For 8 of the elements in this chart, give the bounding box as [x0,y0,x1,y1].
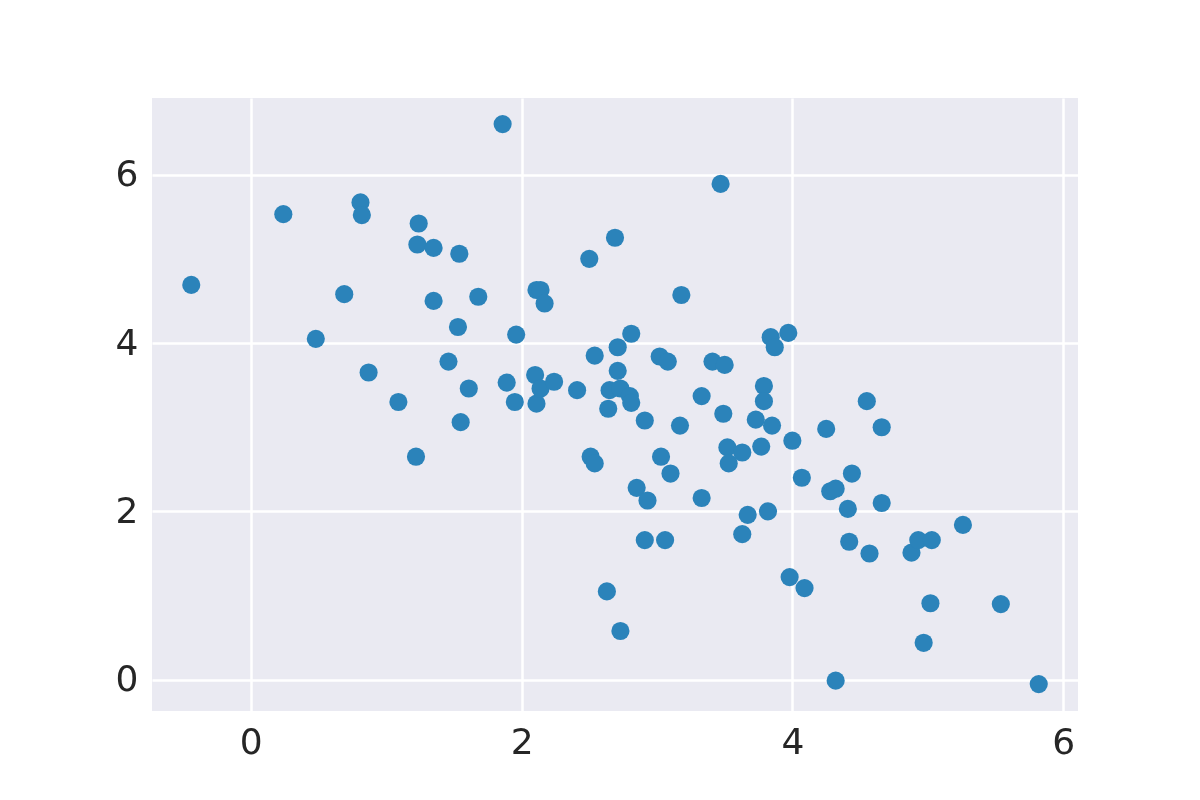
x-tick-label: 4 [781,720,805,762]
y-tick-label: 6 [115,153,139,195]
y-tick-label: 0 [115,658,139,700]
x-tick-label: 2 [510,720,534,762]
x-tick-label: 6 [1052,720,1076,762]
y-tick-label: 2 [115,489,139,531]
y-tick-label: 4 [115,321,139,363]
x-tick-label: 0 [239,720,263,762]
